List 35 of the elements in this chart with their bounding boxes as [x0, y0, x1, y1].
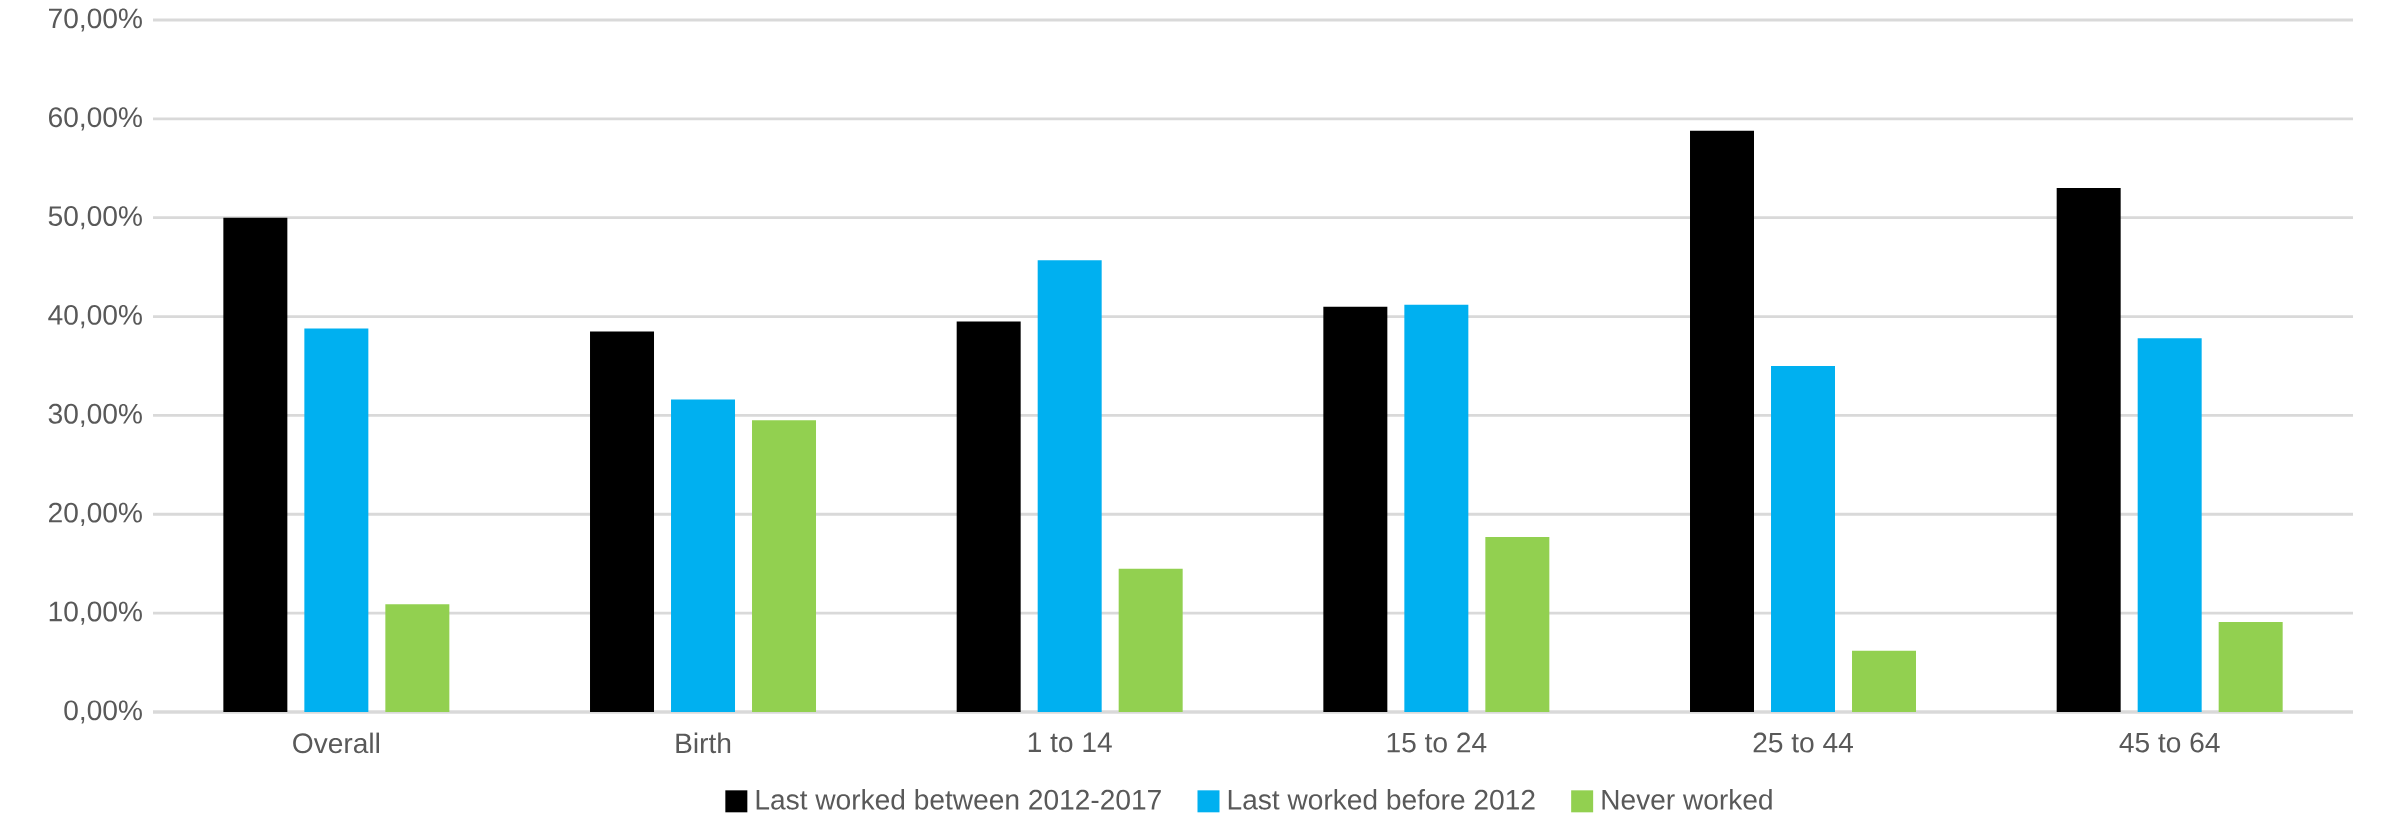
- bar: [1037, 260, 1102, 712]
- bar: [590, 331, 655, 712]
- x-tick-label: 1 to 14: [1028, 732, 1112, 753]
- x-tick-label: 25 to 44: [1753, 732, 1853, 753]
- bar: [956, 321, 1021, 712]
- legend-label: Last worked before 2012: [1228, 789, 1535, 810]
- y-tick-label: 50,00%: [48, 206, 142, 230]
- bar: [1118, 568, 1183, 712]
- bar: [1852, 650, 1917, 712]
- bar: [1323, 306, 1388, 712]
- x-tick-label: Birth: [676, 732, 731, 754]
- y-tick-label: 70,00%: [49, 8, 142, 32]
- y-tick-label: 0,00%: [64, 700, 142, 724]
- y-tick-label: 20,00%: [49, 502, 142, 526]
- bar: [1404, 304, 1469, 712]
- bar: [2218, 622, 2283, 712]
- y-tick-label: 10,00%: [49, 601, 142, 625]
- legend-label: Last worked between 2012-2017: [756, 789, 1161, 810]
- y-tick-label: 40,00%: [48, 304, 142, 329]
- bar: [223, 217, 288, 712]
- bar: [671, 399, 736, 712]
- y-tick-label: 60,00%: [49, 107, 142, 131]
- bar: [1690, 130, 1755, 712]
- bar: [1485, 537, 1550, 712]
- bar: [1771, 366, 1836, 712]
- legend-label: Never worked: [1602, 789, 1772, 810]
- x-tick-label: 45 to 64: [2119, 732, 2220, 753]
- bar: [2137, 338, 2202, 712]
- bar: [2056, 188, 2121, 712]
- bar: [304, 328, 369, 712]
- x-tick-label: Overall: [293, 732, 379, 754]
- y-tick-label: 30,00%: [48, 403, 142, 428]
- bar: [385, 604, 450, 712]
- bar: [752, 420, 817, 712]
- x-tick-label: 15 to 24: [1387, 732, 1487, 753]
